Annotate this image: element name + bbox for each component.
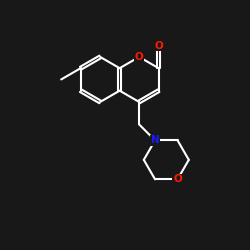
Text: O: O (154, 41, 163, 51)
Text: O: O (173, 174, 182, 184)
Text: O: O (135, 52, 143, 62)
Text: N: N (151, 135, 160, 145)
